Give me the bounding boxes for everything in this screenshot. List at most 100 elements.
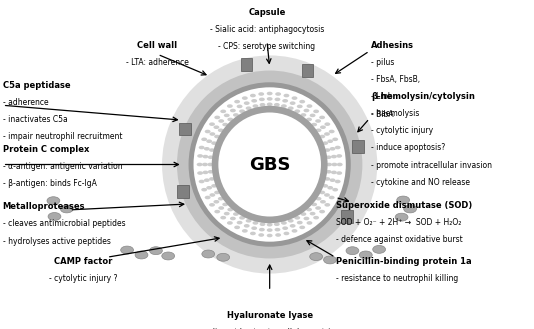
Text: - cytokine and NO release: - cytokine and NO release <box>371 178 470 187</box>
Circle shape <box>319 191 325 194</box>
Circle shape <box>288 106 294 110</box>
Circle shape <box>207 163 213 166</box>
Circle shape <box>275 92 281 96</box>
Circle shape <box>310 212 316 215</box>
Circle shape <box>267 223 273 226</box>
Circle shape <box>324 177 330 181</box>
Text: - Lmb: - Lmb <box>371 92 392 101</box>
Circle shape <box>222 203 228 206</box>
Circle shape <box>319 135 325 138</box>
Text: - Sialic acid: antiphagocytosis: - Sialic acid: antiphagocytosis <box>210 25 324 34</box>
Bar <box>352 140 364 153</box>
Text: Cell wall: Cell wall <box>137 41 178 50</box>
Text: β-hemolysin/cytolysin: β-hemolysin/cytolysin <box>371 92 475 101</box>
Circle shape <box>258 233 264 237</box>
Circle shape <box>208 155 214 159</box>
Text: - induce apoptosis?: - induce apoptosis? <box>371 143 445 152</box>
Text: SOD + O₂⁻ + 2H⁺ →  SOD + H₂O₂: SOD + O₂⁻ + 2H⁺ → SOD + H₂O₂ <box>336 218 462 227</box>
Circle shape <box>260 222 265 226</box>
Circle shape <box>310 253 323 261</box>
Circle shape <box>242 229 248 233</box>
Circle shape <box>335 146 341 149</box>
Circle shape <box>294 216 300 220</box>
Circle shape <box>197 154 203 158</box>
Circle shape <box>329 147 335 151</box>
Circle shape <box>326 170 332 174</box>
Circle shape <box>208 170 214 174</box>
Circle shape <box>327 186 333 190</box>
Circle shape <box>332 163 337 166</box>
Ellipse shape <box>193 87 346 242</box>
Circle shape <box>315 119 321 123</box>
Circle shape <box>197 171 203 175</box>
Circle shape <box>373 245 386 253</box>
Circle shape <box>214 125 219 129</box>
Circle shape <box>313 110 319 113</box>
Text: - pilus: - pilus <box>371 58 395 67</box>
Text: - BibA: - BibA <box>371 110 394 118</box>
Circle shape <box>307 104 312 108</box>
Circle shape <box>299 226 305 229</box>
Text: Protein C complex: Protein C complex <box>3 145 89 154</box>
Circle shape <box>284 94 289 97</box>
Circle shape <box>221 110 226 113</box>
Circle shape <box>239 216 245 220</box>
Circle shape <box>204 178 210 182</box>
Bar <box>179 123 191 135</box>
Circle shape <box>310 114 316 117</box>
Circle shape <box>253 221 258 225</box>
Circle shape <box>251 226 257 230</box>
Circle shape <box>230 217 236 220</box>
Circle shape <box>233 212 239 216</box>
Circle shape <box>150 247 162 255</box>
Circle shape <box>267 92 273 95</box>
Circle shape <box>303 109 309 112</box>
Text: Metalloproteases: Metalloproteases <box>3 202 85 211</box>
Circle shape <box>316 197 321 200</box>
Circle shape <box>346 247 359 255</box>
Circle shape <box>320 200 326 204</box>
Circle shape <box>324 132 330 136</box>
Circle shape <box>214 200 219 204</box>
Circle shape <box>209 122 215 126</box>
Text: Adhesins: Adhesins <box>371 41 414 50</box>
Circle shape <box>395 213 408 221</box>
Circle shape <box>315 206 321 210</box>
Text: C5a peptidase: C5a peptidase <box>3 81 70 89</box>
Circle shape <box>313 216 319 219</box>
Circle shape <box>197 163 202 166</box>
Circle shape <box>322 141 328 145</box>
Circle shape <box>205 130 210 133</box>
Circle shape <box>202 163 208 166</box>
Circle shape <box>292 96 297 100</box>
Ellipse shape <box>189 82 351 247</box>
Circle shape <box>214 210 220 214</box>
Text: Penicillin-binding protein 1a: Penicillin-binding protein 1a <box>336 257 472 266</box>
Circle shape <box>202 250 215 258</box>
Circle shape <box>202 155 208 158</box>
Circle shape <box>211 141 217 145</box>
Circle shape <box>251 99 257 103</box>
Circle shape <box>214 191 220 194</box>
Text: - impair neutrophil recruitment: - impair neutrophil recruitment <box>3 132 122 141</box>
Circle shape <box>316 129 321 132</box>
Text: - FbsA, FbsB,: - FbsA, FbsB, <box>371 75 420 84</box>
Circle shape <box>306 118 312 121</box>
Circle shape <box>259 228 265 231</box>
Circle shape <box>60 205 73 213</box>
Circle shape <box>324 122 330 126</box>
Circle shape <box>206 139 212 143</box>
Circle shape <box>306 208 312 211</box>
Circle shape <box>292 229 297 233</box>
Circle shape <box>201 138 207 141</box>
Text: - defence against oxidative burst: - defence against oxidative burst <box>336 235 463 244</box>
Circle shape <box>335 180 341 183</box>
Text: - cytolytic injury ?: - cytolytic injury ? <box>49 274 117 283</box>
Circle shape <box>227 208 233 211</box>
Text: - cytolytic injury: - cytolytic injury <box>371 126 433 135</box>
Circle shape <box>227 118 233 121</box>
Circle shape <box>234 100 240 103</box>
Circle shape <box>222 123 228 126</box>
Circle shape <box>259 98 265 101</box>
Bar <box>302 64 313 77</box>
